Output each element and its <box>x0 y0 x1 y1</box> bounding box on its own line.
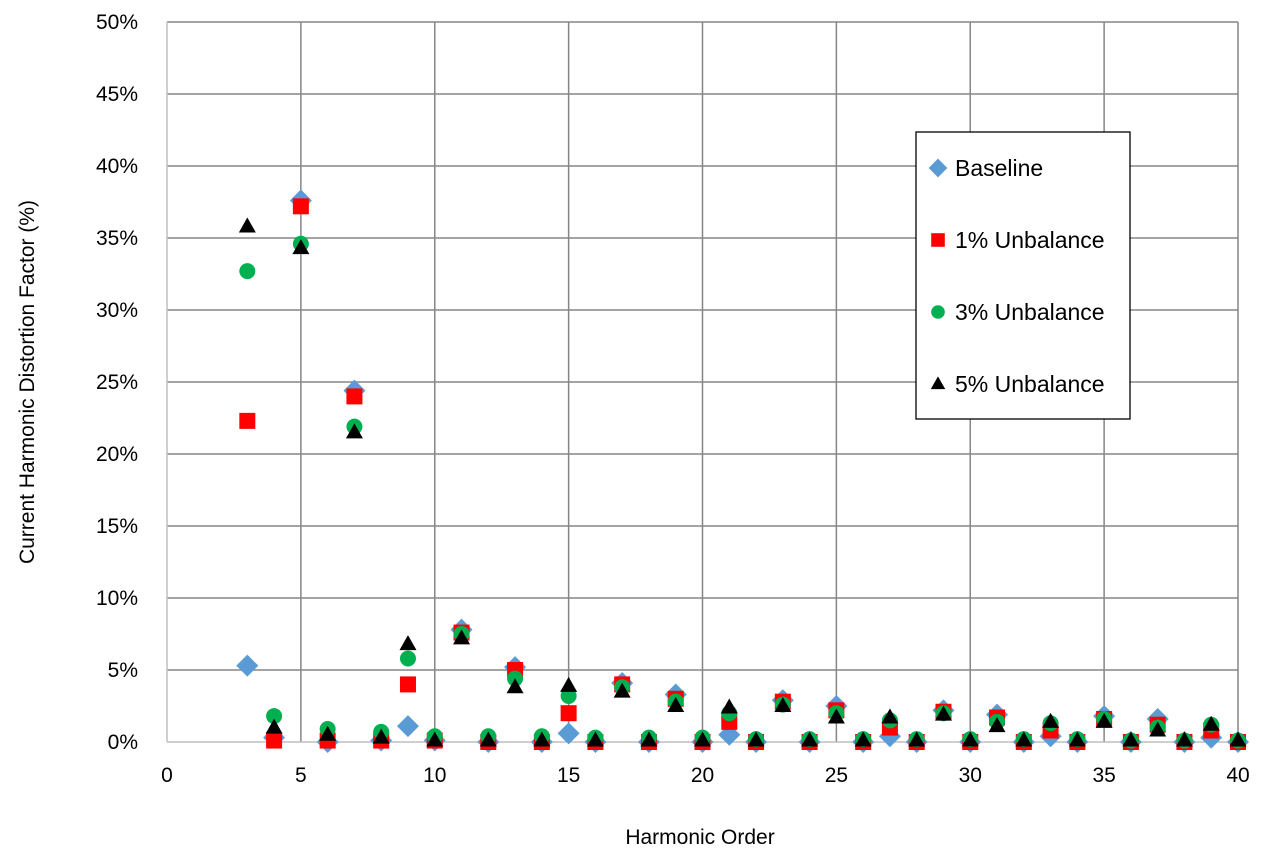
triangle-marker <box>238 217 256 233</box>
triangle-marker <box>533 731 551 747</box>
triangle-marker <box>640 731 658 747</box>
x-tick-label: 30 <box>959 764 982 787</box>
triangle-marker <box>1015 731 1033 747</box>
triangle-marker <box>560 676 578 692</box>
legend-box <box>915 131 1131 420</box>
triangle-marker <box>1122 731 1140 747</box>
triangle-marker <box>453 629 471 645</box>
diamond-marker <box>928 158 948 178</box>
circle-marker <box>560 687 577 704</box>
triangle-marker <box>1095 712 1113 728</box>
square-marker <box>292 198 309 215</box>
y-tick-label: 5% <box>108 659 138 682</box>
circle-marker <box>399 650 416 667</box>
y-tick-label: 45% <box>96 83 138 106</box>
triangle-marker <box>988 717 1006 733</box>
triangle-marker <box>292 239 310 255</box>
y-tick-label: 15% <box>96 515 138 538</box>
triangle-marker <box>426 731 444 747</box>
x-tick-label: 20 <box>691 764 714 787</box>
square-marker <box>931 233 945 247</box>
y-tick-label: 20% <box>96 443 138 466</box>
triangle-marker <box>854 731 872 747</box>
y-tick-label: 0% <box>108 731 138 754</box>
triangle-marker <box>747 731 765 747</box>
diamond-marker <box>557 722 580 745</box>
square-marker <box>399 676 416 693</box>
diamond-marker <box>236 654 259 677</box>
y-tick-label: 50% <box>96 11 138 34</box>
legend-entry-label: Baseline <box>955 155 1043 181</box>
triangle-marker <box>961 731 979 747</box>
y-tick-label: 10% <box>96 587 138 610</box>
triangle-marker <box>265 718 283 734</box>
triangle-marker <box>774 697 792 712</box>
triangle-marker <box>586 731 604 747</box>
grid-lines <box>167 21 1239 742</box>
triangle-marker <box>372 728 390 744</box>
triangle-marker <box>934 705 952 721</box>
legend: Baseline 1% Unbalance 3% Unbalance 5% Unbal… <box>915 131 1131 420</box>
y-tick-label: 25% <box>96 371 138 394</box>
series-5-unbalance <box>238 217 1247 747</box>
triangle-marker <box>1068 731 1086 747</box>
x-tick-label: 0 <box>161 764 173 787</box>
y-tick-label: 40% <box>96 155 138 178</box>
x-tick-label: 35 <box>1092 764 1115 787</box>
data-points <box>236 189 1249 753</box>
triangle-marker <box>506 678 524 694</box>
y-tick-label: 35% <box>96 227 138 250</box>
triangle-marker <box>399 635 417 651</box>
triangle-marker <box>345 423 363 439</box>
square-marker <box>346 388 363 405</box>
y-tick-label: 30% <box>96 299 138 322</box>
x-axis-ticks: 0 5 10 15 20 25 30 35 40 <box>161 764 1250 787</box>
triangle-marker <box>1149 721 1167 737</box>
triangle-marker <box>827 708 845 724</box>
circle-marker <box>931 305 945 319</box>
x-tick-label: 5 <box>295 764 307 787</box>
circle-marker <box>266 708 283 725</box>
triangle-marker <box>720 698 738 714</box>
triangle-marker <box>479 731 497 747</box>
y-axis-label: Current Harmonic Distortion Factor (%) <box>16 200 39 564</box>
square-marker <box>239 412 256 429</box>
x-tick-label: 15 <box>557 764 580 787</box>
triangle-marker <box>319 725 337 741</box>
square-marker <box>560 705 577 722</box>
legend-entry-label: 5% Unbalance <box>955 371 1105 397</box>
triangle-marker <box>801 731 819 747</box>
triangle-marker <box>908 731 926 747</box>
triangle-marker <box>1175 731 1193 747</box>
legend-entry-label: 1% Unbalance <box>955 227 1105 253</box>
x-tick-label: 40 <box>1226 764 1249 787</box>
legend-entry-label: 3% Unbalance <box>955 299 1105 325</box>
triangle-marker <box>1042 712 1060 728</box>
x-tick-label: 10 <box>423 764 446 787</box>
triangle-marker <box>1229 731 1247 747</box>
x-axis-label: Harmonic Order <box>625 826 774 849</box>
circle-marker <box>239 263 256 280</box>
diamond-marker <box>396 715 419 738</box>
triangle-marker <box>930 376 946 390</box>
y-axis-ticks: 0% 5% 10% 15% 20% 25% 30% 35% 40% 45% 50% <box>96 11 138 754</box>
triangle-marker <box>613 682 631 698</box>
triangle-marker <box>1202 715 1220 731</box>
triangle-marker <box>667 697 685 712</box>
square-marker <box>266 732 283 749</box>
x-tick-label: 25 <box>825 764 848 787</box>
triangle-marker <box>694 731 711 747</box>
triangle-marker <box>881 708 899 724</box>
